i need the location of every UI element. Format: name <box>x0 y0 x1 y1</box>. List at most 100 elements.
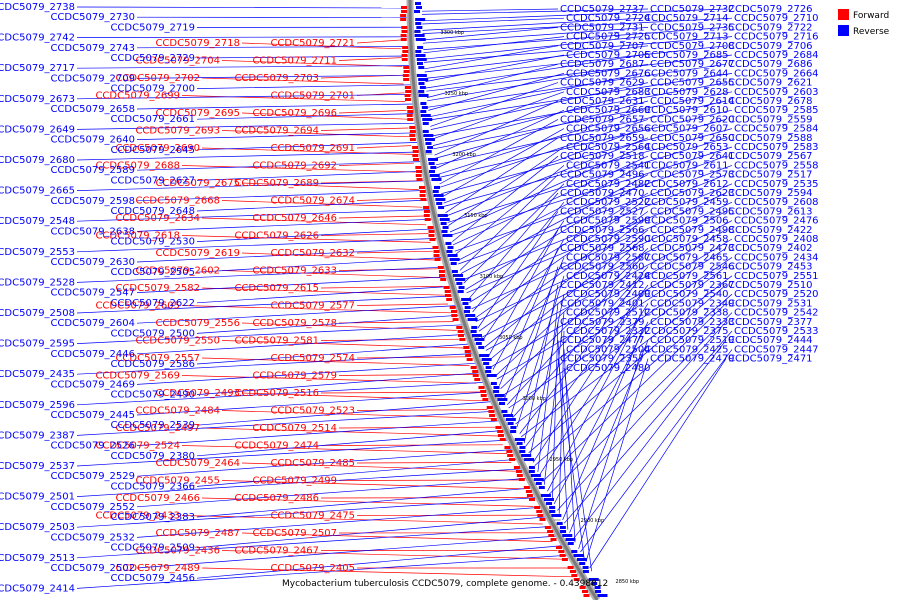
reverse-gene-mark <box>485 370 492 373</box>
gene-link-line <box>136 506 542 538</box>
gene-label: CCDC5079_2526 <box>50 441 135 452</box>
gene-link-line <box>553 321 649 505</box>
gene-label: CCDC5079_2489 <box>115 563 200 574</box>
gene-links <box>76 6 733 589</box>
gene-label: CCDC5079_2402 <box>728 243 813 254</box>
legend-reverse-swatch <box>838 25 849 36</box>
gene-link-line <box>201 217 427 226</box>
gene-link-line <box>557 358 585 559</box>
gene-link-line <box>356 409 488 411</box>
gene-label: CCDC5079_2497 <box>115 423 200 434</box>
reverse-gene-mark <box>490 382 497 385</box>
tick-label: 3050 kbp <box>499 335 523 341</box>
gene-label: CCDC5079_2604 <box>50 318 135 329</box>
reverse-gene-mark <box>591 582 598 585</box>
gene-label: CCDC5079_2598 <box>50 196 135 207</box>
reverse-gene-mark <box>567 542 574 545</box>
reverse-gene-mark <box>461 298 472 301</box>
gene-label: CCDC5079_2464 <box>155 458 240 469</box>
forward-gene-mark <box>463 346 470 349</box>
gene-label: CCDC5079_2519 <box>650 335 735 346</box>
gene-link-line <box>431 82 727 137</box>
reverse-gene-mark <box>549 510 556 513</box>
gene-label: CCDC5079_2559 <box>728 114 813 125</box>
gene-label: CCDC5079_2656 <box>566 124 651 135</box>
gene-label: CCDC5079_2535 <box>734 179 819 190</box>
gene-label: CCDC5079_2689 <box>234 178 319 189</box>
gene-link-line <box>459 174 559 271</box>
reverse-gene-mark <box>428 162 435 165</box>
gene-label: CCDC5079_2512 <box>566 308 651 319</box>
gene-label: CCDC5079_2476 <box>734 216 819 227</box>
gene-link-line <box>221 410 492 419</box>
gene-label: CCDC5079_2653 <box>644 142 729 153</box>
gene-label: CCDC5079_2550 <box>135 336 220 347</box>
gene-link-line <box>338 426 495 429</box>
gene-label: CCDC5079_2729 <box>110 53 195 64</box>
tick-label: 3250 kbp <box>444 91 468 97</box>
gene-link-line <box>338 162 414 166</box>
forward-gene-mark <box>402 50 409 53</box>
reverse-gene-mark <box>415 18 426 21</box>
reverse-gene-mark <box>430 166 437 169</box>
reverse-gene-mark <box>425 142 432 145</box>
gene-label: CCDC5079_2338 <box>644 308 729 319</box>
gene-link-line <box>503 247 727 396</box>
gene-label: CCDC5079_2738 <box>0 2 75 13</box>
gene-label: CCDC5079_2704 <box>135 56 220 67</box>
forward-gene-mark <box>559 554 566 557</box>
reverse-gene-mark <box>494 394 505 397</box>
reverse-gene-mark <box>433 194 444 197</box>
gene-link-line <box>422 8 649 15</box>
reverse-gene-mark <box>595 590 602 593</box>
legend: Forward Reverse <box>838 9 890 37</box>
gene-link-line <box>436 100 727 166</box>
gene-label: CCDC5079_2731 <box>560 22 645 33</box>
reverse-gene-mark <box>429 174 440 177</box>
gene-link-line <box>196 142 419 151</box>
forward-gene-mark <box>472 374 479 377</box>
forward-gene-mark <box>480 394 487 397</box>
forward-gene-mark <box>443 286 450 289</box>
forward-gene-mark <box>412 150 419 153</box>
gene-link-line <box>76 439 509 467</box>
gene-link-line <box>196 199 429 212</box>
gene-label: CCDC5079_2673 <box>0 94 75 105</box>
gene-link-line <box>557 321 727 511</box>
gene-label: CCDC5079_2333 <box>650 317 735 328</box>
gene-link-line <box>201 357 470 366</box>
forward-gene-mark <box>444 290 451 293</box>
gene-link-line <box>76 209 431 222</box>
forward-gene-mark <box>406 106 413 109</box>
gene-link-line <box>76 36 409 38</box>
gene-link-line <box>506 257 643 406</box>
gene-label: CCDC5079_2594 <box>728 188 813 199</box>
gene-link-line <box>422 27 649 44</box>
gene-label: CCDC5079_2693 <box>135 126 220 137</box>
gene-link-line <box>423 36 643 60</box>
gene-label: CCDC5079_2405 <box>270 563 355 574</box>
gene-label: CCDC5079_2668 <box>135 196 220 207</box>
gene-link-line <box>136 420 501 446</box>
gene-label: CCDC5079_2675 <box>155 178 240 189</box>
reverse-gene-mark <box>423 134 434 137</box>
gene-label: CCDC5079_2581 <box>234 336 319 347</box>
gene-link-line <box>521 275 733 438</box>
reverse-gene-mark <box>533 478 544 481</box>
reverse-gene-mark <box>424 138 435 141</box>
gene-label: CCDC5079_2589 <box>50 165 135 176</box>
reverse-gene-mark <box>594 586 601 589</box>
reverse-gene-mark <box>573 554 584 557</box>
gene-link-line <box>356 303 449 306</box>
gene-label: CCDC5079_2542 <box>734 308 819 319</box>
reverse-gene-mark <box>462 302 469 305</box>
gene-label: CCDC5079_2706 <box>728 41 813 52</box>
gene-label: CCDC5079_2475 <box>270 511 355 522</box>
forward-gene-mark <box>515 470 522 473</box>
gene-label: CCDC5079_2552 <box>50 502 135 513</box>
gene-link-line <box>515 266 727 425</box>
gene-label: CCDC5079_2659 <box>560 133 645 144</box>
reverse-gene-mark <box>438 206 445 209</box>
gene-link-line <box>433 91 733 150</box>
forward-gene-mark <box>507 454 514 457</box>
